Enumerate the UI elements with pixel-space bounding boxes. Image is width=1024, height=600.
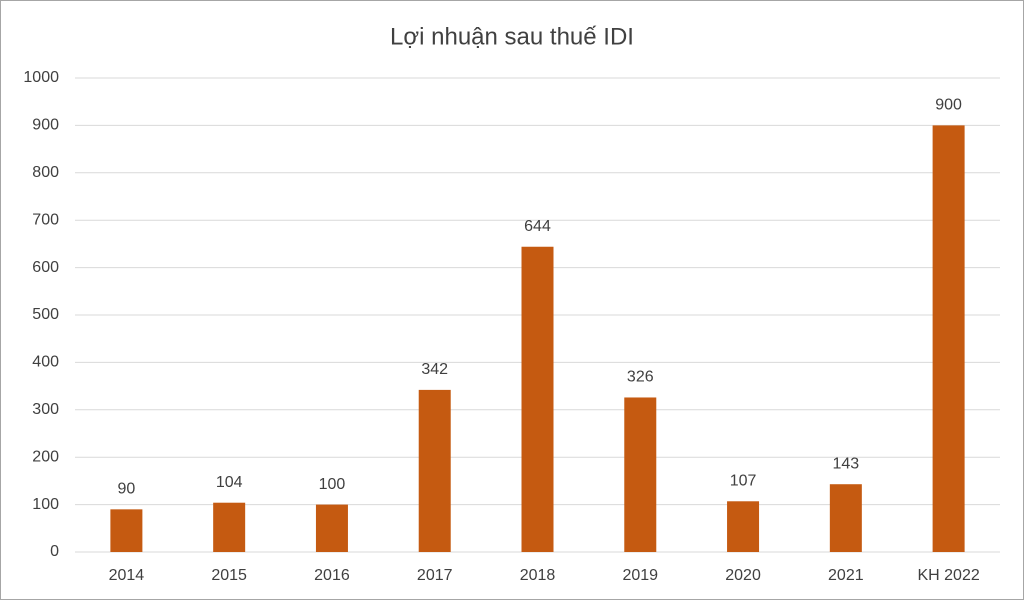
y-tick-label: 500 <box>32 306 59 323</box>
data-label: 326 <box>627 369 654 386</box>
x-tick-label: 2021 <box>828 567 864 584</box>
data-label: 90 <box>117 481 135 498</box>
chart-title: Lợi nhuận sau thuế IDI <box>390 23 634 50</box>
y-tick-label: 800 <box>32 164 59 181</box>
y-tick-label: 200 <box>32 448 59 465</box>
bar <box>727 501 760 552</box>
data-label: 100 <box>319 476 346 493</box>
bar <box>418 389 451 552</box>
y-tick-label: 0 <box>50 543 59 560</box>
y-tick-label: 900 <box>32 117 59 134</box>
x-tick-label: 2018 <box>520 567 556 584</box>
bar <box>315 504 348 552</box>
x-tick-label: KH 2022 <box>917 567 979 584</box>
bar <box>213 502 246 552</box>
x-tick-label: 2014 <box>109 567 145 584</box>
x-tick-label: 2019 <box>622 567 658 584</box>
bar <box>829 484 862 552</box>
y-tick-label: 400 <box>32 354 59 371</box>
bar <box>521 246 554 552</box>
y-tick-label: 100 <box>32 496 59 513</box>
bar <box>624 397 657 552</box>
data-label: 900 <box>935 97 962 114</box>
bar <box>932 125 965 553</box>
y-tick-label: 300 <box>32 401 59 418</box>
y-tick-label: 1000 <box>23 69 59 86</box>
x-tick-label: 2017 <box>417 567 453 584</box>
y-tick-label: 600 <box>32 259 59 276</box>
data-label: 143 <box>832 455 859 472</box>
data-label: 104 <box>216 474 243 491</box>
x-tick-label: 2016 <box>314 567 350 584</box>
data-label: 644 <box>524 218 551 235</box>
x-tick-label: 2020 <box>725 567 761 584</box>
y-tick-label: 700 <box>32 211 59 228</box>
data-label: 342 <box>421 361 448 378</box>
bar <box>110 509 143 552</box>
x-tick-label: 2015 <box>211 567 247 584</box>
data-label: 107 <box>730 473 757 490</box>
